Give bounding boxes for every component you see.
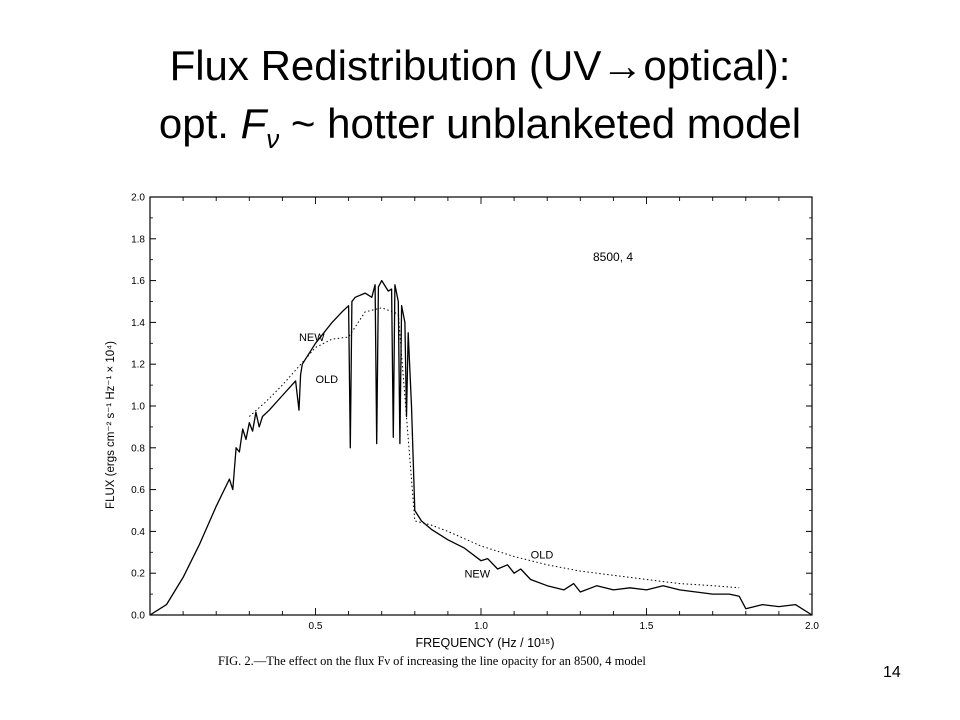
- x-tick-label: 0.5: [309, 621, 323, 632]
- y-tick-label: 0.2: [131, 569, 145, 580]
- series-label-new: NEW: [464, 568, 490, 580]
- y-tick-label: 1.8: [131, 234, 145, 245]
- plot-frame: [149, 196, 813, 616]
- flux-chart: 0.5 1.0 1.5 2.0 0.0 0.2 0.4 0.6 0.8 1.0 1.2 1.4 1.6…: [105, 193, 820, 651]
- y-tick-label: 2.0: [131, 193, 145, 204]
- x-tick-label: 1.0: [474, 621, 488, 632]
- series-new-line: [149, 279, 813, 616]
- y-tick-label: 1.0: [131, 402, 145, 413]
- y-tick-labels: 0.0 0.2 0.4 0.6 0.8 1.0 1.2 1.4 1.6 1.8 2.0: [131, 193, 145, 622]
- title-suffix: ~ hotter unblanketed model: [279, 100, 802, 147]
- series-label-old: OLD: [316, 374, 339, 386]
- title-nu-subscript: ν: [266, 124, 280, 154]
- slide-number: 14: [883, 664, 901, 681]
- x-tick-labels: 0.5 1.0 1.5 2.0: [309, 621, 820, 632]
- chart-series: [149, 279, 813, 616]
- y-axis-label: FLUX (ergs cm⁻² s⁻¹ Hz⁻¹ × 10⁴): [105, 341, 117, 509]
- slide-title-line-2: opt. Fν ~ hotter unblanketed model: [0, 98, 960, 152]
- slide-title-line-1: Flux Redistribution (UV→optical):: [169, 42, 791, 89]
- figure-caption: FIG. 2.—The effect on the flux Fν of inc…: [218, 654, 646, 668]
- x-tick-label: 1.5: [640, 621, 654, 632]
- x-axis-label: FREQUENCY (Hz / 10¹⁵): [416, 636, 555, 650]
- series-labels: NEW OLD OLD NEW: [299, 332, 553, 580]
- title-prefix: opt.: [158, 100, 241, 147]
- title-flux-symbol: F: [240, 100, 267, 147]
- series-label-new: NEW: [299, 332, 325, 344]
- y-tick-label: 1.4: [131, 318, 145, 329]
- series-old-line: [248, 307, 740, 589]
- y-tick-label: 0.4: [131, 527, 145, 538]
- y-tick-label: 1.6: [131, 276, 145, 287]
- model-annotation: 8500, 4: [593, 250, 633, 264]
- y-tick-label: 0.6: [131, 485, 145, 496]
- y-tick-label: 1.2: [131, 360, 145, 371]
- x-tick-label: 2.0: [805, 621, 819, 632]
- chart-axes: [149, 196, 813, 616]
- y-tick-label: 0.8: [131, 443, 145, 454]
- y-tick-label: 0.0: [131, 611, 145, 622]
- series-label-old: OLD: [531, 550, 554, 562]
